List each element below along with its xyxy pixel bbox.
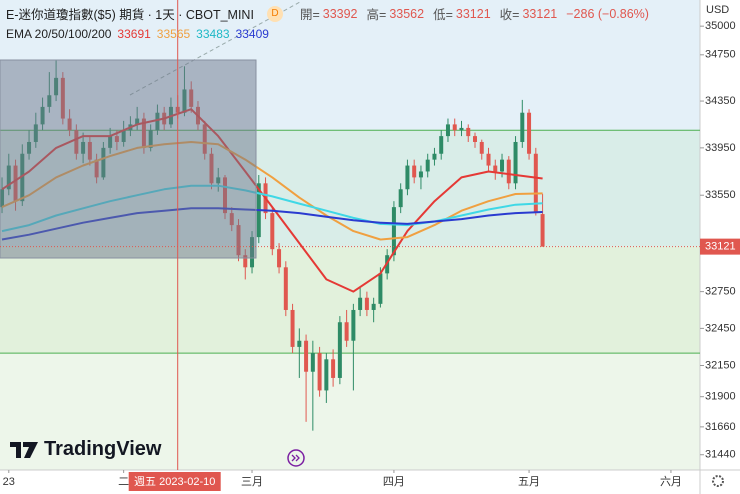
crosshair-label-bg	[128, 472, 221, 491]
low-value: 33121	[455, 6, 491, 21]
candle-body	[540, 214, 545, 247]
candle-body	[500, 159, 505, 172]
close-label: 收=	[499, 8, 520, 22]
candle-body	[378, 273, 383, 304]
settings-icon[interactable]	[712, 475, 724, 487]
ema-label: EMA 20/50/100/200	[6, 27, 112, 41]
zone-lower	[0, 353, 700, 470]
candle-body	[324, 359, 329, 391]
candle-body	[412, 165, 417, 178]
change: −286 (−0.86%)	[566, 6, 649, 21]
high-label: 高=	[366, 8, 387, 22]
ema-value: 33691	[117, 27, 151, 41]
badge[interactable]: D	[266, 5, 283, 22]
candle-body	[452, 124, 457, 131]
y-tick-label: 33550	[705, 189, 736, 201]
header: E-迷你道瓊指數($5) 期貨 · 1天 · CBOT_MINI D 開= 333…	[6, 4, 655, 23]
candle-body	[290, 309, 295, 347]
x-tick-label: 四月	[383, 476, 405, 488]
goto-icon[interactable]	[287, 449, 305, 467]
currency: USD	[706, 4, 729, 16]
logo	[10, 441, 38, 458]
candle-body	[310, 353, 315, 372]
candle-body	[405, 165, 410, 190]
candle-body	[527, 112, 532, 154]
rectangle-drawing	[0, 59, 257, 259]
ema-value: 33483	[196, 27, 230, 41]
candle-body	[358, 297, 363, 310]
candle-body	[243, 255, 248, 268]
candle-body	[391, 207, 396, 256]
candle-body	[277, 249, 282, 268]
candle-body	[493, 165, 498, 172]
candle-body	[283, 267, 288, 310]
candle-body	[297, 340, 302, 347]
goto-arrow	[291, 454, 300, 462]
y-tick-label: 31660	[705, 421, 736, 433]
y-tick-label: 31900	[705, 391, 736, 403]
candle-body	[337, 322, 342, 378]
y-tick-label: 31440	[705, 449, 736, 461]
high-value: 33562	[389, 6, 425, 21]
candle-body	[371, 303, 376, 310]
x-tick-label: 23	[3, 476, 15, 488]
y-tick-label: 32450	[705, 322, 736, 334]
low-label: 低=	[433, 8, 453, 22]
ema-legend: EMA 20/50/100/200 33691 33565 33483 33409	[6, 27, 269, 41]
candle-body	[479, 141, 484, 154]
candle-body	[331, 359, 336, 378]
watermark: TradingView	[10, 438, 161, 461]
candle-body	[466, 127, 471, 137]
symbol-title: E-迷你道瓊指數($5) 期貨 · 1天 · CBOT_MINI	[6, 8, 254, 22]
candle-body	[513, 141, 518, 184]
y-tick-label: 35000	[705, 20, 736, 32]
candle-body	[418, 171, 423, 178]
ema-value: 33565	[156, 27, 191, 41]
zone-stop	[0, 246, 700, 354]
y-tick-label: 32150	[705, 359, 736, 371]
candle-body	[506, 159, 511, 184]
x-tick-label: 二	[118, 476, 129, 488]
open-value: 33392	[322, 6, 358, 21]
open-label: 開=	[299, 8, 320, 22]
candle-body	[364, 297, 369, 310]
candle-body	[439, 136, 444, 154]
candle-body	[351, 309, 356, 341]
candle-body	[304, 340, 309, 372]
y-tick-label: 34750	[705, 49, 736, 61]
candle-body	[486, 153, 491, 166]
candle-body	[473, 136, 477, 142]
x-tick-label: 六月	[660, 475, 682, 488]
crosshair-label: 週五 2023-02-10	[134, 475, 215, 488]
watermark-text: TradingView	[44, 438, 162, 460]
candle-body	[459, 127, 464, 131]
y-tick-label: 33950	[705, 142, 736, 154]
candle-body	[533, 153, 538, 213]
y-tick-label: 32750	[705, 286, 736, 298]
candle-body	[398, 189, 403, 208]
candle-body	[520, 112, 525, 142]
candle-body	[425, 159, 430, 172]
candle-body	[270, 213, 275, 250]
ema-value: 33409	[235, 27, 269, 41]
y-tick-label: 34350	[705, 95, 736, 107]
candle-body	[445, 124, 450, 137]
x-tick-label: 五月	[518, 476, 540, 488]
time-axis-bg	[0, 470, 740, 494]
x-tick-label: 三月	[241, 476, 263, 488]
price-label: 33121	[705, 241, 736, 253]
candle-body	[432, 153, 437, 160]
close-value: 33121	[522, 6, 558, 21]
price-label-bg	[700, 238, 740, 255]
candle-body	[344, 322, 349, 341]
candle-body	[317, 353, 322, 391]
